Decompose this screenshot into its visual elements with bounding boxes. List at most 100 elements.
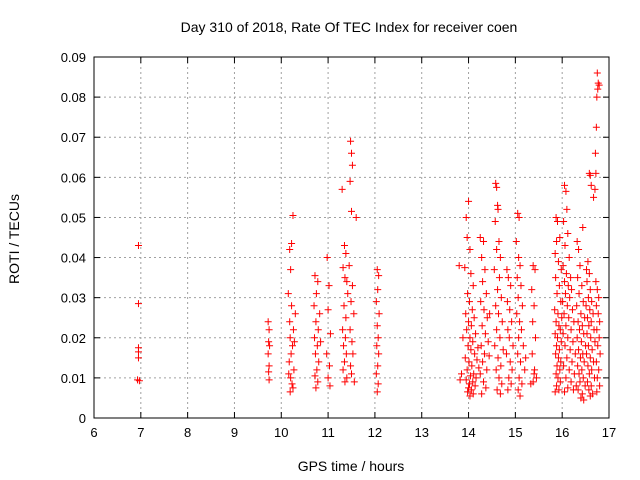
data-point <box>465 197 473 205</box>
data-point <box>344 290 352 298</box>
data-point <box>529 262 537 270</box>
data-point <box>466 372 474 380</box>
data-point <box>588 346 596 354</box>
data-point <box>465 298 473 306</box>
data-point <box>592 169 600 177</box>
data-point <box>478 254 486 262</box>
data-point <box>285 370 293 378</box>
data-point <box>561 278 569 286</box>
data-point <box>491 217 499 225</box>
data-point <box>557 358 565 366</box>
data-point <box>557 338 565 346</box>
data-point <box>314 326 322 334</box>
data-point <box>265 326 273 334</box>
data-point <box>481 266 489 274</box>
data-point <box>508 366 516 374</box>
data-point <box>569 338 577 346</box>
data-point <box>583 330 591 338</box>
data-point <box>561 242 569 250</box>
data-point <box>311 350 319 358</box>
data-point <box>517 326 525 334</box>
data-point <box>594 342 602 350</box>
data-point <box>478 322 486 330</box>
data-point <box>552 318 560 326</box>
data-point <box>325 282 333 290</box>
data-point <box>492 302 500 310</box>
data-point <box>289 384 297 392</box>
data-point <box>586 286 594 294</box>
data-point <box>565 366 573 374</box>
data-point <box>464 290 472 298</box>
data-point <box>317 338 325 346</box>
data-point <box>576 378 584 386</box>
data-point <box>564 334 572 342</box>
data-point <box>323 350 331 358</box>
data-point <box>585 386 593 394</box>
data-point <box>522 354 530 362</box>
data-point <box>562 187 570 195</box>
data-point <box>518 380 526 388</box>
data-point <box>517 358 525 366</box>
data-point <box>595 334 603 342</box>
data-point <box>468 362 476 370</box>
data-point <box>574 318 582 326</box>
data-point <box>583 378 591 386</box>
data-point <box>346 326 354 334</box>
data-point <box>515 334 523 342</box>
data-point <box>495 238 503 246</box>
data-point <box>492 366 500 374</box>
data-point <box>528 286 536 294</box>
data-point <box>575 246 583 254</box>
data-point <box>515 374 523 382</box>
data-point <box>349 350 357 358</box>
data-point <box>528 350 536 358</box>
data-point <box>342 314 350 322</box>
data-point <box>456 376 464 384</box>
data-point <box>471 382 479 390</box>
data-point <box>462 310 470 318</box>
data-point <box>568 286 576 294</box>
data-point <box>560 217 568 225</box>
data-point <box>464 388 472 396</box>
data-point <box>475 364 483 372</box>
data-point <box>563 205 571 213</box>
data-point <box>531 266 539 274</box>
data-point <box>566 346 574 354</box>
data-point <box>588 366 596 374</box>
data-point <box>480 306 488 314</box>
data-point <box>374 380 382 388</box>
data-point <box>284 290 292 298</box>
data-point <box>313 342 321 350</box>
data-point <box>348 149 355 157</box>
grid-lines <box>94 57 609 418</box>
data-point <box>559 262 567 270</box>
data-point <box>458 370 466 378</box>
data-point <box>483 314 491 322</box>
data-point <box>584 258 592 266</box>
data-point <box>289 342 297 350</box>
data-point <box>586 171 594 179</box>
x-tick-label: 14 <box>461 425 475 440</box>
data-point <box>341 334 349 342</box>
data-point <box>593 69 601 77</box>
data-point <box>463 326 471 334</box>
data-point <box>468 306 476 314</box>
data-point <box>596 318 604 326</box>
data-point <box>583 278 591 286</box>
data-point <box>314 278 322 286</box>
data-point <box>530 302 538 310</box>
data-point <box>529 318 537 326</box>
x-tick-label: 8 <box>184 425 191 440</box>
data-point <box>290 366 298 374</box>
data-point <box>134 242 142 250</box>
data-point <box>564 229 572 237</box>
y-tick-label: 0 <box>79 411 86 426</box>
data-point <box>264 318 272 326</box>
data-point <box>576 354 584 362</box>
data-point <box>313 366 321 374</box>
data-point <box>341 378 349 386</box>
data-point <box>595 294 603 302</box>
data-point <box>494 286 502 294</box>
data-point <box>347 137 355 145</box>
data-point <box>504 386 512 394</box>
